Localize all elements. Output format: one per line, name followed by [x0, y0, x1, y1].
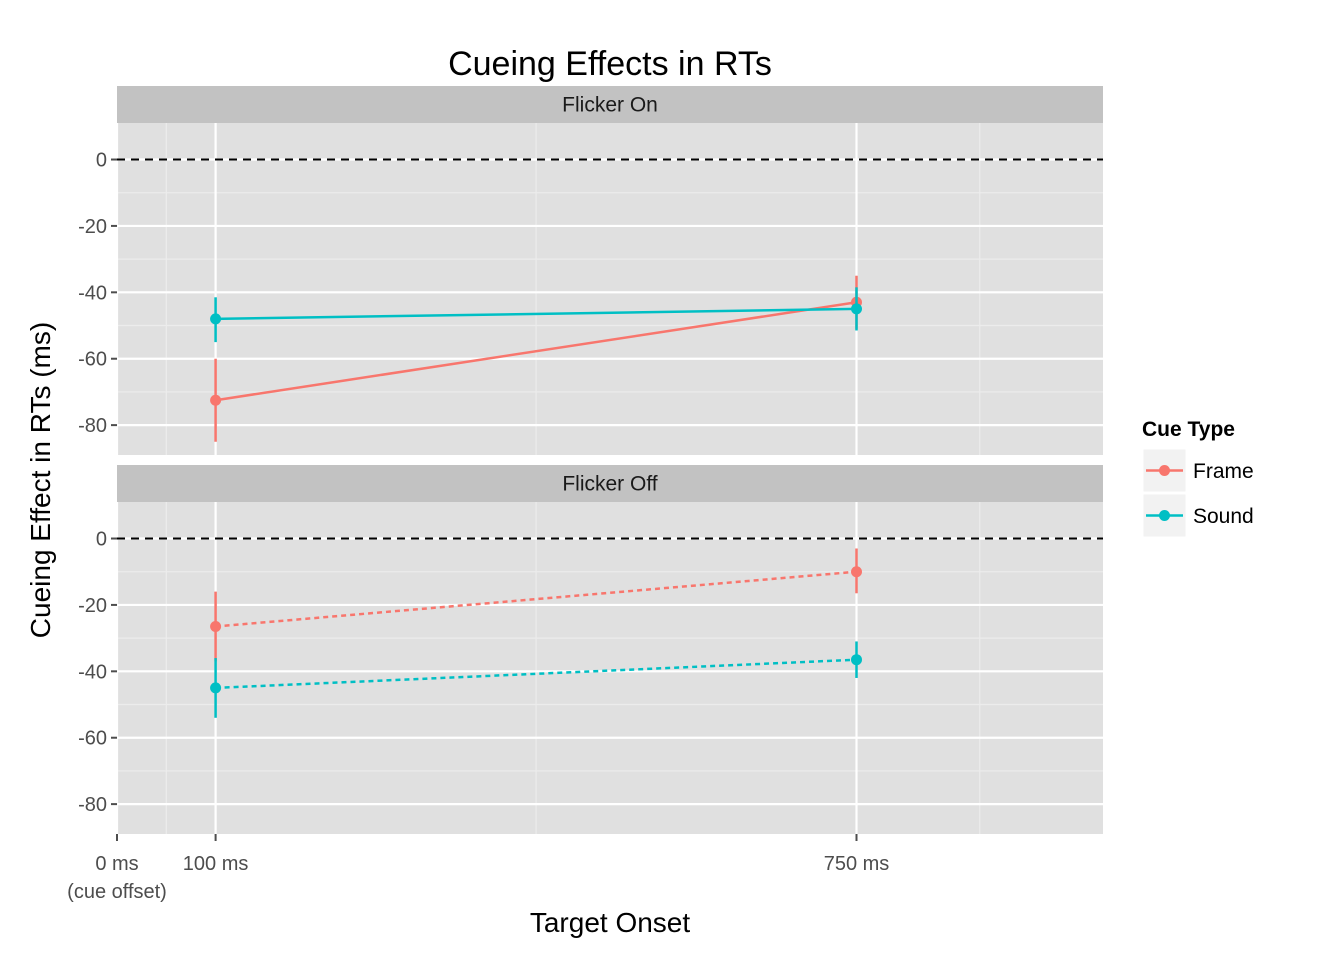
series-line-frame [215, 301, 857, 402]
facet-strip-label: Flicker On [562, 94, 658, 117]
panel-flicker-on: Flicker On 0 -20 -40 -60 -80 [78, 86, 1103, 455]
legend: Cue Type Frame Sound [1142, 418, 1254, 538]
panel-background [117, 502, 1103, 834]
y-tick-label: 0 [96, 529, 107, 551]
data-point-sound [851, 303, 862, 315]
y-tick-label: -20 [78, 595, 107, 617]
x-tick-label: 750 ms [824, 853, 890, 875]
panel-background [117, 123, 1103, 455]
legend-label: Frame [1193, 460, 1254, 483]
data-point-frame [210, 621, 222, 632]
y-axis-title: Cueing Effect in RTs (ms) [25, 322, 56, 638]
y-tick-label: -80 [78, 794, 107, 816]
data-point-sound [851, 654, 862, 666]
data-point-frame [851, 566, 862, 578]
facet-panels: Flicker On 0 -20 -40 -60 -80 Flicker Off 0 -20 -4… [78, 86, 1103, 834]
facet-strip [117, 86, 1103, 123]
legend-item-sound: Sound [1142, 493, 1254, 538]
chart-title: Cueing Effects in RTs [448, 45, 772, 83]
legend-title: Cue Type [1142, 418, 1235, 441]
x-tick-label: 0 ms [95, 853, 138, 875]
y-tick-label: -40 [78, 282, 107, 304]
legend-label: Sound [1193, 505, 1254, 528]
legend-item-frame: Frame [1142, 448, 1254, 493]
legend-key-point [1159, 510, 1170, 521]
data-point-sound [210, 313, 222, 325]
y-tick-label: -60 [78, 349, 107, 371]
x-tick-label: 100 ms [183, 853, 249, 875]
facet-strip [117, 465, 1103, 502]
legend-key-point [1159, 465, 1170, 476]
x-tick-sublabel: (cue offset) [67, 881, 167, 903]
y-tick-label: 0 [96, 150, 107, 172]
y-tick-label: -40 [78, 661, 107, 683]
y-tick-label: -60 [78, 728, 107, 750]
data-point-frame [210, 394, 222, 406]
panel-flicker-off: Flicker Off 0 -20 -40 -60 -80 [78, 465, 1103, 834]
y-tick-label: -80 [78, 415, 107, 437]
x-axis-title: Target Onset [530, 907, 691, 938]
facet-strip-label: Flicker Off [562, 473, 657, 496]
series-line-sound [215, 658, 857, 690]
series-line-sound [215, 307, 857, 321]
y-tick-label: -20 [78, 216, 107, 238]
data-point-sound [210, 682, 222, 694]
x-axis: 0 ms (cue offset) 100 ms 750 ms [67, 834, 889, 903]
